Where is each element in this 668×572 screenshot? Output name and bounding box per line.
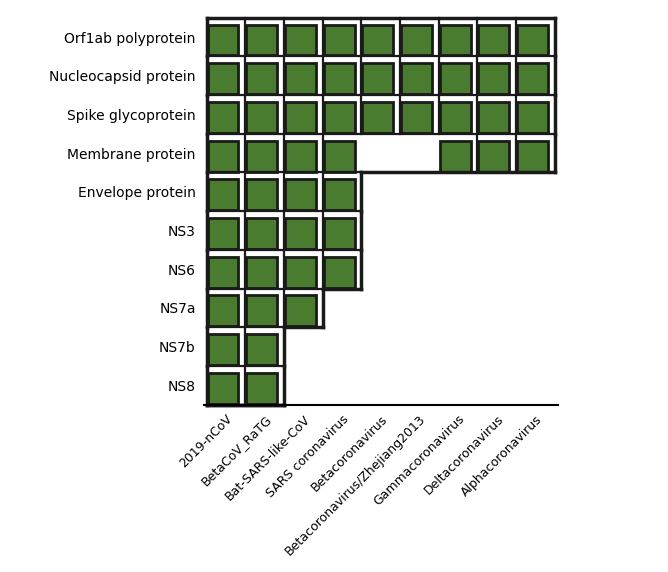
- FancyBboxPatch shape: [285, 295, 316, 326]
- FancyBboxPatch shape: [440, 25, 470, 55]
- FancyBboxPatch shape: [285, 25, 316, 55]
- FancyBboxPatch shape: [440, 141, 470, 172]
- FancyBboxPatch shape: [246, 179, 277, 210]
- FancyBboxPatch shape: [285, 218, 316, 249]
- FancyBboxPatch shape: [246, 218, 277, 249]
- FancyBboxPatch shape: [246, 63, 277, 94]
- FancyBboxPatch shape: [246, 102, 277, 133]
- FancyBboxPatch shape: [401, 102, 432, 133]
- FancyBboxPatch shape: [323, 25, 355, 55]
- FancyBboxPatch shape: [517, 141, 548, 172]
- FancyBboxPatch shape: [440, 63, 470, 94]
- FancyBboxPatch shape: [208, 257, 238, 288]
- FancyBboxPatch shape: [440, 102, 470, 133]
- FancyBboxPatch shape: [323, 141, 355, 172]
- FancyBboxPatch shape: [285, 141, 316, 172]
- FancyBboxPatch shape: [208, 141, 238, 172]
- FancyBboxPatch shape: [517, 25, 548, 55]
- FancyBboxPatch shape: [323, 179, 355, 210]
- FancyBboxPatch shape: [208, 179, 238, 210]
- FancyBboxPatch shape: [478, 102, 509, 133]
- FancyBboxPatch shape: [208, 218, 238, 249]
- FancyBboxPatch shape: [246, 25, 277, 55]
- FancyBboxPatch shape: [401, 63, 432, 94]
- FancyBboxPatch shape: [517, 102, 548, 133]
- FancyBboxPatch shape: [246, 373, 277, 404]
- FancyBboxPatch shape: [323, 102, 355, 133]
- FancyBboxPatch shape: [208, 334, 238, 365]
- FancyBboxPatch shape: [208, 63, 238, 94]
- FancyBboxPatch shape: [323, 257, 355, 288]
- FancyBboxPatch shape: [208, 102, 238, 133]
- FancyBboxPatch shape: [285, 102, 316, 133]
- FancyBboxPatch shape: [323, 63, 355, 94]
- FancyBboxPatch shape: [362, 25, 393, 55]
- FancyBboxPatch shape: [246, 141, 277, 172]
- FancyBboxPatch shape: [246, 334, 277, 365]
- FancyBboxPatch shape: [362, 63, 393, 94]
- FancyBboxPatch shape: [246, 295, 277, 326]
- FancyBboxPatch shape: [478, 25, 509, 55]
- FancyBboxPatch shape: [285, 63, 316, 94]
- FancyBboxPatch shape: [517, 63, 548, 94]
- FancyBboxPatch shape: [362, 102, 393, 133]
- FancyBboxPatch shape: [246, 257, 277, 288]
- FancyBboxPatch shape: [285, 179, 316, 210]
- FancyBboxPatch shape: [401, 25, 432, 55]
- FancyBboxPatch shape: [208, 25, 238, 55]
- FancyBboxPatch shape: [208, 373, 238, 404]
- FancyBboxPatch shape: [478, 141, 509, 172]
- FancyBboxPatch shape: [478, 63, 509, 94]
- FancyBboxPatch shape: [285, 257, 316, 288]
- FancyBboxPatch shape: [208, 295, 238, 326]
- FancyBboxPatch shape: [323, 218, 355, 249]
